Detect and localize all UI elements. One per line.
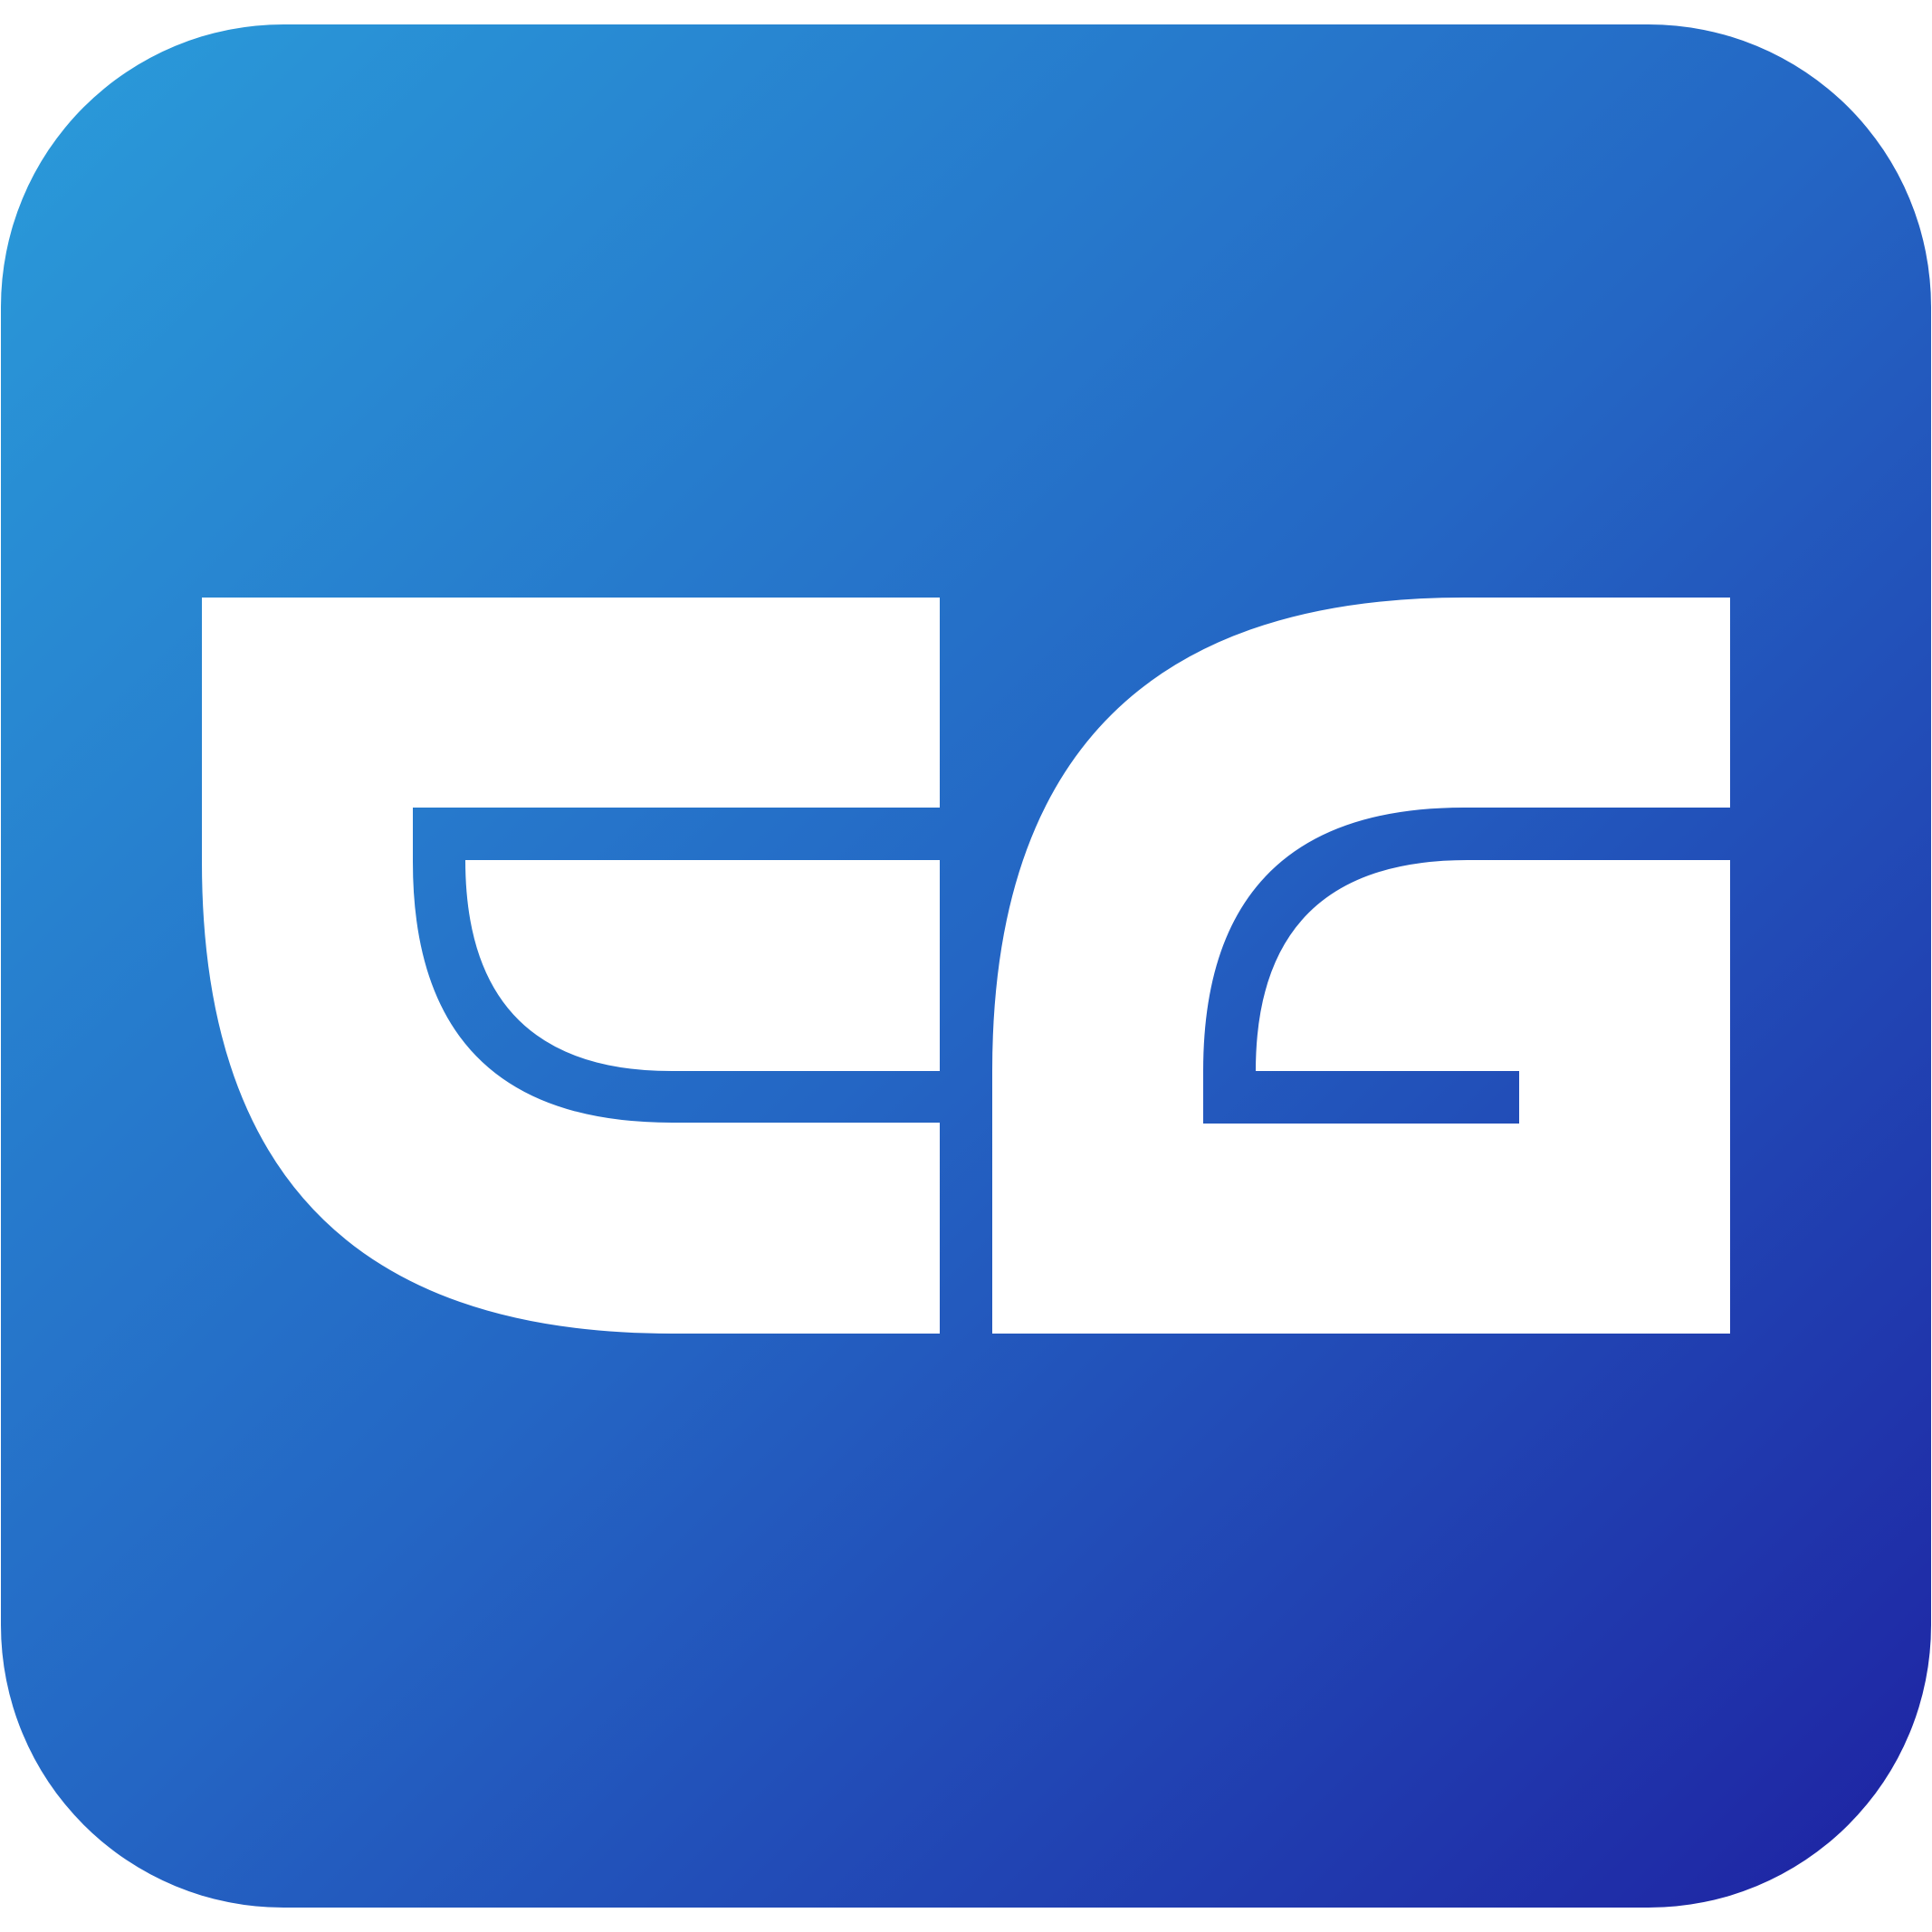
letter-e-outer xyxy=(202,598,940,1334)
icon-background xyxy=(1,24,1931,1908)
letter-g xyxy=(992,598,1730,1334)
letter-g-outer xyxy=(992,598,1730,1334)
letter-e-inner xyxy=(465,860,940,1071)
letter-e xyxy=(202,598,940,1334)
